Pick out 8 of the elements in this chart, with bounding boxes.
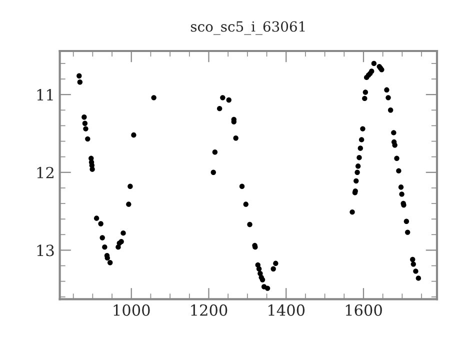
x-tick-label: 1200 (191, 304, 228, 316)
y-tick-label: 12 (37, 166, 54, 178)
x-tick-label: 1000 (114, 304, 150, 316)
x-tick-label: 1600 (346, 304, 382, 316)
y-tick-label: 13 (37, 244, 54, 256)
chart-title: sco_sc5_i_63061 (190, 21, 305, 35)
y-tick-label: 11 (37, 89, 53, 100)
x-tick-label: 1400 (268, 304, 305, 316)
